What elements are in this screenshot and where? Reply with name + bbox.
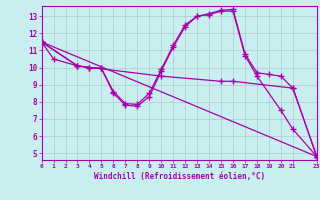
X-axis label: Windchill (Refroidissement éolien,°C): Windchill (Refroidissement éolien,°C)	[94, 172, 265, 181]
